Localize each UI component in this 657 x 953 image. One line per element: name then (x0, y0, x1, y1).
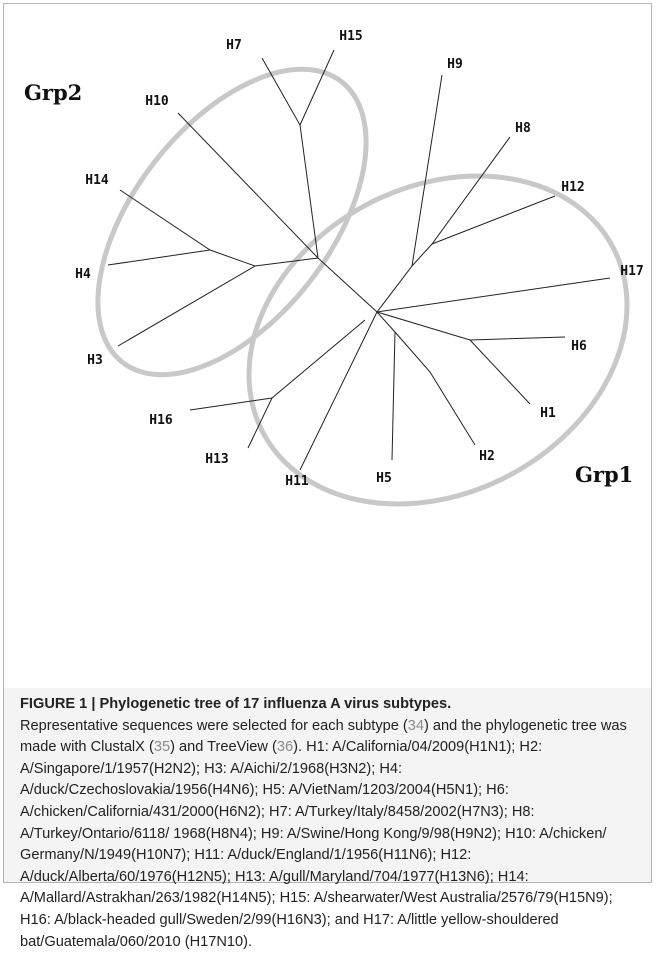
branch (431, 195, 556, 245)
leaf-label: H14 (85, 173, 109, 188)
group-label: Grp1 (575, 462, 633, 487)
phylogenetic-tree: H7 H15 H9 H10 H8 H12 H14 H17 H4 H6 H3 H1 H16 H2 H13 H5 H… (24, 29, 644, 507)
leaf-label: H2 (479, 449, 495, 464)
leaf-label: H4 (75, 267, 91, 282)
leaf-label: H5 (376, 471, 392, 486)
tree-branches (107, 49, 611, 471)
branch (411, 136, 511, 267)
branch (117, 265, 256, 347)
branch (376, 277, 611, 313)
group-ellipses (95, 66, 630, 507)
group-ellipse (95, 66, 369, 378)
citation: 34 (407, 717, 425, 734)
caption-text: ) and TreeView ( (170, 739, 277, 756)
leaf-label: H7 (226, 38, 242, 53)
caption-body: Representative sequences were selected f… (20, 718, 627, 950)
leaf-label: H8 (515, 121, 531, 136)
leaf-label: H13 (205, 452, 228, 467)
citation: 36 (276, 739, 294, 756)
group-ellipse (246, 173, 630, 507)
caption-text: Representative sequences were selected f… (20, 717, 408, 734)
caption-text: ). H1: A/California/04/2009(H1N1); H2: A… (20, 739, 613, 950)
leaf-label: H3 (87, 353, 103, 368)
leaf-label: H1 (540, 406, 556, 421)
branch (299, 49, 335, 126)
leaf-label: H12 (561, 180, 584, 195)
group-label: Grp2 (24, 80, 82, 105)
branch (391, 331, 396, 461)
leaf-label: H17 (620, 264, 643, 279)
branch (299, 311, 378, 471)
caption-text: ) and the phylogenetic tree was made wit… (20, 717, 627, 756)
citation: 35 (153, 739, 171, 756)
branch (189, 319, 366, 411)
branch (177, 112, 319, 259)
branch (119, 189, 319, 267)
leaf-label: H6 (571, 339, 587, 354)
branch (107, 249, 211, 266)
branch (261, 57, 378, 313)
leaf-label: H15 (339, 29, 362, 44)
branch (376, 311, 566, 341)
figure-frame (3, 3, 652, 883)
leaf-label: H16 (149, 413, 173, 428)
branch (247, 397, 273, 449)
leaf-label: H11 (285, 474, 309, 489)
branch (376, 311, 476, 446)
caption-title: FIGURE 1 | Phylogenetic tree of 17 influ… (20, 696, 452, 712)
leaf-label: H9 (447, 57, 463, 72)
branch (469, 339, 531, 405)
leaf-label: H10 (145, 94, 169, 109)
figure-caption: FIGURE 1 | Phylogenetic tree of 17 influ… (4, 688, 651, 950)
